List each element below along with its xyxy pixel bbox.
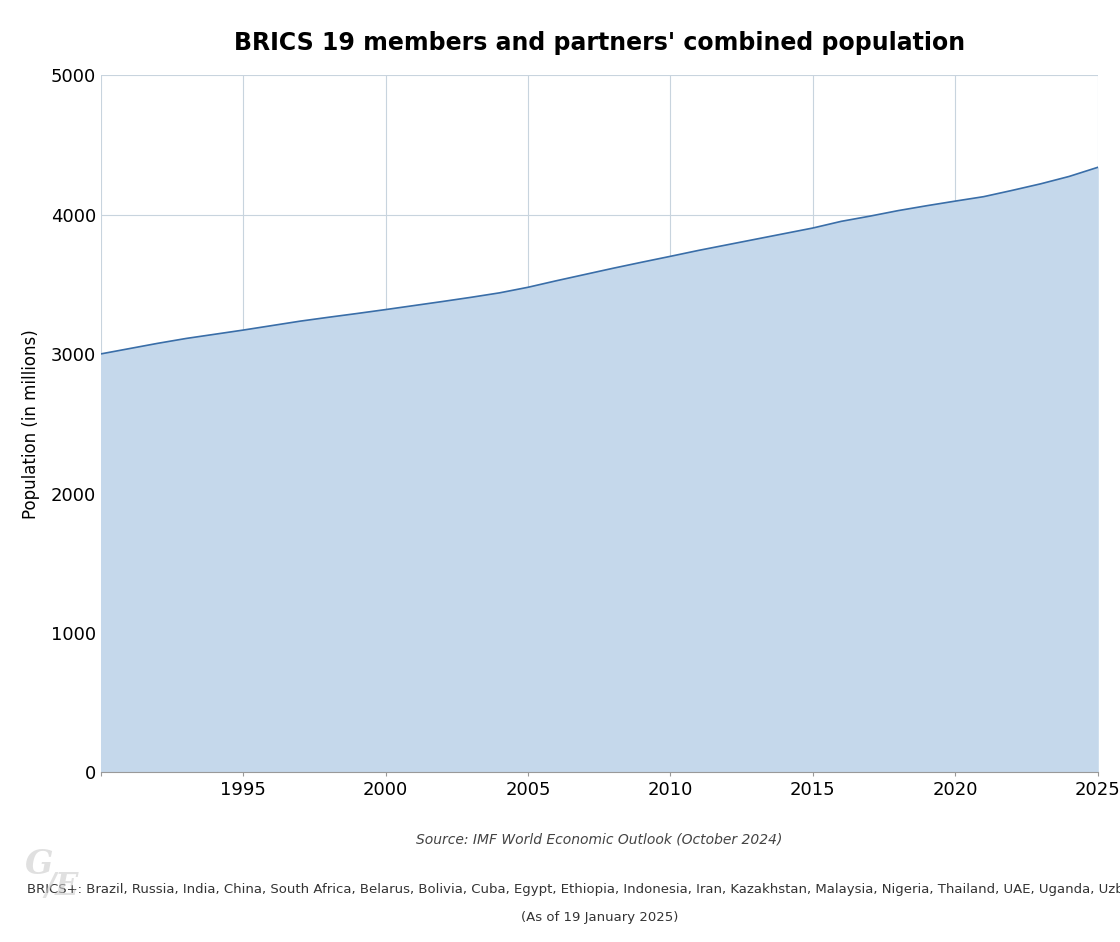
- Text: G: G: [25, 848, 53, 881]
- Y-axis label: Population (in millions): Population (in millions): [21, 329, 39, 519]
- Text: /E: /E: [45, 871, 80, 901]
- Text: Source: IMF World Economic Outlook (October 2024): Source: IMF World Economic Outlook (Octo…: [416, 832, 783, 846]
- Text: BRICS+: Brazil, Russia, India, China, South Africa, Belarus, Bolivia, Cuba, Egyp: BRICS+: Brazil, Russia, India, China, So…: [27, 883, 1120, 896]
- Title: BRICS 19 members and partners' combined population: BRICS 19 members and partners' combined …: [234, 31, 964, 56]
- Text: (As of 19 January 2025): (As of 19 January 2025): [521, 911, 678, 924]
